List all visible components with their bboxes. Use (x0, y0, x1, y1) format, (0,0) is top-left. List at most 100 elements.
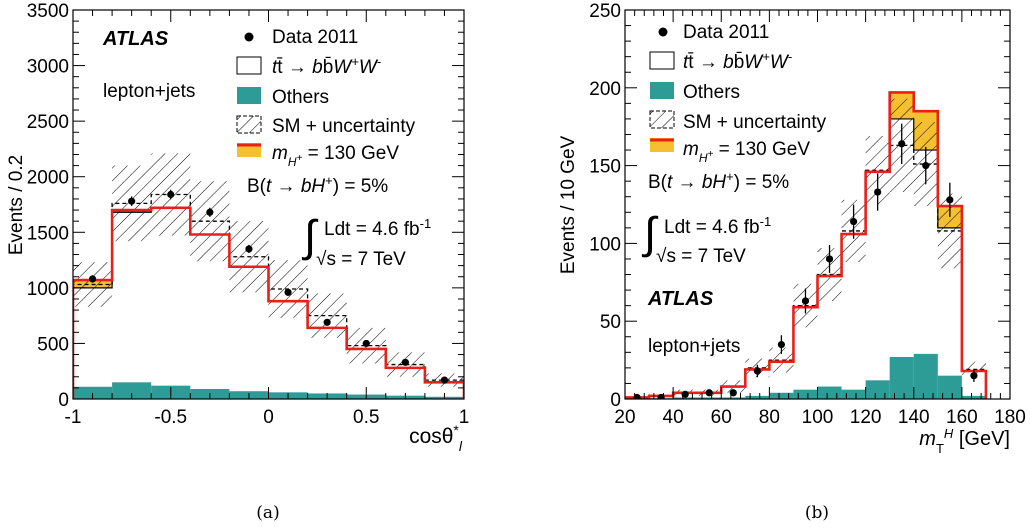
y-tick-label: 100 (589, 234, 621, 255)
y-tick-label: 1000 (27, 279, 69, 300)
others-bar (673, 397, 698, 399)
legend-sm-swatch-a (236, 115, 262, 134)
legend-sm-label-a: SM + uncertainty (272, 116, 416, 137)
legend-ttbar-swatch-b (649, 51, 675, 70)
x-tick-label: 140 (898, 407, 930, 428)
data-point (801, 297, 810, 305)
data-point (284, 288, 292, 296)
data-point (633, 393, 641, 399)
y-tick-label: 0 (610, 390, 621, 411)
others-bar (112, 382, 152, 399)
caption-a: (a) (256, 503, 279, 523)
data-point (128, 197, 136, 205)
data-point (825, 255, 834, 263)
x-tick-label: 120 (850, 407, 882, 428)
others-bar (865, 380, 890, 399)
y-tick-label: 3500 (27, 1, 69, 22)
data-point (849, 218, 858, 226)
legend-data-label-a: Data 2011 (272, 27, 358, 48)
data-point (729, 389, 737, 397)
data-point (705, 389, 713, 397)
data-point (362, 339, 370, 348)
x-tick-label: 100 (802, 407, 834, 428)
legend-others-swatch-a (237, 87, 261, 104)
x-tick-label: 60 (711, 407, 732, 428)
caption-b: (b) (805, 503, 829, 523)
data-point (681, 390, 689, 398)
data-point (167, 190, 175, 199)
others-bar (769, 392, 794, 399)
x-tick-label: 40 (663, 407, 684, 428)
x-tick-label: 0 (263, 407, 274, 428)
data-point (401, 358, 409, 366)
data-point (777, 340, 786, 349)
others-bar (73, 386, 113, 399)
legend-b: Data 2011 tt̄ → bb̄W+W- Others SM + unce… (641, 22, 827, 267)
data-point (206, 208, 214, 216)
legend-data-marker-a (244, 32, 254, 42)
lumi-integral-a: ∫ (301, 212, 319, 261)
data-point (898, 140, 906, 148)
y-tick-label: 2000 (27, 168, 69, 189)
sqrt-s-label-a: √s = 7 TeV (316, 249, 406, 270)
legend-ttbar-swatch-a (236, 56, 262, 75)
data-point (946, 196, 954, 204)
legend-br-label-a: B(t → bH+) = 5% (247, 173, 388, 198)
data-point (874, 188, 882, 196)
lumi-label-b: Ldt = 4.6 fb-1 (664, 214, 771, 239)
others-bar (961, 395, 986, 399)
others-bar (745, 395, 770, 399)
legend-ttbar-label-a: tt̄ → bb̄W+W- (272, 54, 382, 79)
legend-others-swatch-b (650, 82, 674, 99)
y-tick-label: 200 (589, 79, 621, 100)
data-point (323, 318, 331, 326)
others-bar (889, 356, 914, 399)
atlas-label-a: ATLAS (102, 28, 169, 50)
x-tick-label: 20 (614, 407, 635, 428)
y-axis-label-b: Events / 10 GeV (558, 135, 579, 274)
data-point (245, 245, 253, 253)
y-tick-label: 150 (589, 157, 621, 178)
legend-signal-label-a: mH+ = 130 GeV (272, 143, 399, 169)
x-tick-label: 1 (459, 407, 470, 428)
others-bar (817, 386, 842, 399)
x-axis-label-a: cosθ*l (409, 422, 463, 454)
legend-data-marker-b (658, 27, 668, 37)
others-bar (793, 389, 818, 399)
data-point (922, 162, 930, 170)
data-point (440, 376, 449, 384)
channel-label-a: lepton+jets (103, 81, 195, 102)
x-tick-label: 0.5 (353, 407, 379, 428)
legend-ttbar-label-b: tt̄ → bb̄W+W- (683, 49, 793, 74)
y-tick-label: 0 (58, 390, 69, 411)
chart-panel-b: 20 40 60 80 100 120 140 160 180 0 50 100 150 200 250 E… (558, 1, 1026, 523)
atlas-label-b: ATLAS (647, 288, 714, 310)
x-tick-label: 180 (994, 407, 1026, 428)
x-tick-label: 160 (946, 407, 978, 428)
others-bar (913, 353, 938, 399)
data-point (657, 393, 665, 399)
x-axis-label-b: mTH [GeV] (919, 426, 1010, 456)
others-bar (937, 375, 962, 399)
signal-histogram-line (73, 206, 464, 399)
sqrt-s-label-b: √s = 7 TeV (656, 246, 746, 267)
axis-ticks-a: -1 -0.5 0 0.5 1 0 500 1000 1500 2000 2500 3000 3500 (27, 1, 470, 428)
legend-signal-label-b: mH+ = 130 GeV (683, 139, 810, 165)
sm-uncertainty-band (307, 293, 347, 338)
legend-sm-label-b: SM + uncertainty (683, 112, 827, 133)
legend-others-label-a: Others (272, 87, 329, 108)
lumi-label-a: Ldt = 4.6 fb-1 (324, 216, 431, 241)
chart-panel-a: -1 -0.5 0 0.5 10500100015002000250030003500 … (6, 1, 469, 523)
data-point (970, 372, 978, 380)
legend-others-label-b: Others (683, 82, 740, 103)
others-bar (841, 389, 866, 399)
y-axis-label-a: Events / 0.2 (6, 155, 27, 255)
data-point (88, 275, 97, 283)
x-tick-label: -1 (65, 407, 82, 428)
y-tick-label: 1500 (27, 223, 69, 244)
plot-area-b (625, 91, 988, 399)
axis-ticks-b: 20 40 60 80 100 120 140 160 180 0 50 100 150 200 250 (589, 1, 1026, 428)
y-tick-label: 2500 (27, 112, 69, 133)
others-bar (697, 397, 722, 399)
